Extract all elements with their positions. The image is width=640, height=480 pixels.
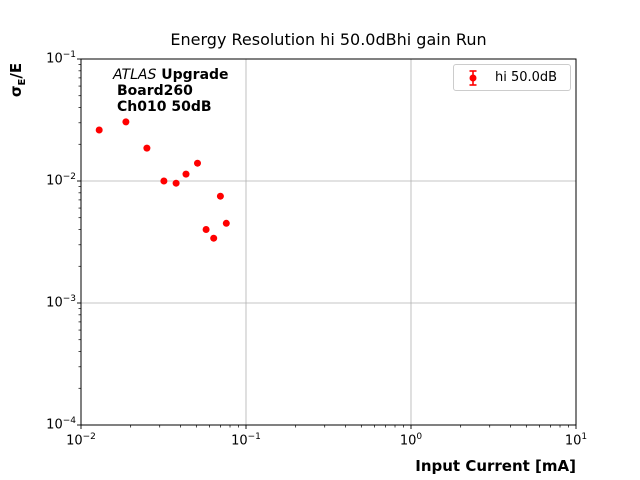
data-point <box>143 144 151 152</box>
tick-base: 10 <box>46 173 63 189</box>
tick-base: 10 <box>399 433 417 449</box>
tick-exponent: 1 <box>581 432 588 442</box>
legend-label: hi 50.0dB <box>495 70 558 85</box>
y-tick-label: 10−1 <box>30 50 76 66</box>
tick-base: 10 <box>46 51 63 67</box>
data-point <box>95 126 103 134</box>
annotation-upgrade-text: Upgrade <box>161 67 229 83</box>
x-tick-label: 100 <box>389 432 433 448</box>
data-point <box>194 159 201 167</box>
data-point <box>202 226 210 233</box>
tick-exponent: 0 <box>416 432 423 442</box>
data-point <box>160 177 168 185</box>
annotation-line-1: ATLAS Upgrade <box>113 67 229 83</box>
ylabel-subscript: E <box>17 78 28 86</box>
tick-base: 10 <box>231 433 248 449</box>
errorbar-marker-icon <box>469 69 477 86</box>
tick-exponent: −4 <box>62 416 76 426</box>
annotation-upgrade: Upgrade <box>156 67 228 83</box>
y-tick-label: 10−3 <box>30 294 76 310</box>
data-point <box>172 179 180 187</box>
data-point <box>210 234 218 242</box>
data-point <box>182 170 190 178</box>
annotation-atlas: ATLAS <box>113 67 157 83</box>
y-axis-label: σE/E <box>7 50 28 110</box>
x-tick-label: 10−2 <box>59 432 103 448</box>
y-tick-label: 10−2 <box>30 172 76 188</box>
ylabel-sigma: σ <box>7 85 25 98</box>
tick-exponent: −2 <box>62 172 76 182</box>
data-point <box>222 219 230 227</box>
plot-annotation: ATLAS Upgrade Board260 Ch010 50dB <box>113 67 229 115</box>
ylabel-suffix: /E <box>7 62 25 79</box>
tick-base: 10 <box>564 433 582 449</box>
legend: hi 50.0dB <box>453 64 571 91</box>
data-point <box>122 118 130 126</box>
x-axis-label: Input Current [mA] <box>415 457 576 475</box>
tick-base: 10 <box>66 433 83 449</box>
x-tick-label: 10−1 <box>224 432 268 448</box>
chart-title: Energy Resolution hi 50.0dBhi gain Run <box>170 30 487 49</box>
tick-base: 10 <box>46 295 63 311</box>
axes-spines <box>80 58 577 426</box>
annotation-line-3: Ch010 50dB <box>117 99 212 115</box>
tick-exponent: −1 <box>62 50 76 60</box>
data-point <box>216 192 224 200</box>
data-points <box>95 118 230 242</box>
x-tick-label: 101 <box>554 432 598 448</box>
y-tick-label: 10−4 <box>30 416 76 432</box>
annotation-line-2: Board260 <box>117 83 193 99</box>
tick-base: 10 <box>46 417 63 433</box>
tick-exponent: −2 <box>82 432 96 442</box>
tick-exponent: −3 <box>62 294 76 304</box>
tick-exponent: −1 <box>247 432 261 442</box>
